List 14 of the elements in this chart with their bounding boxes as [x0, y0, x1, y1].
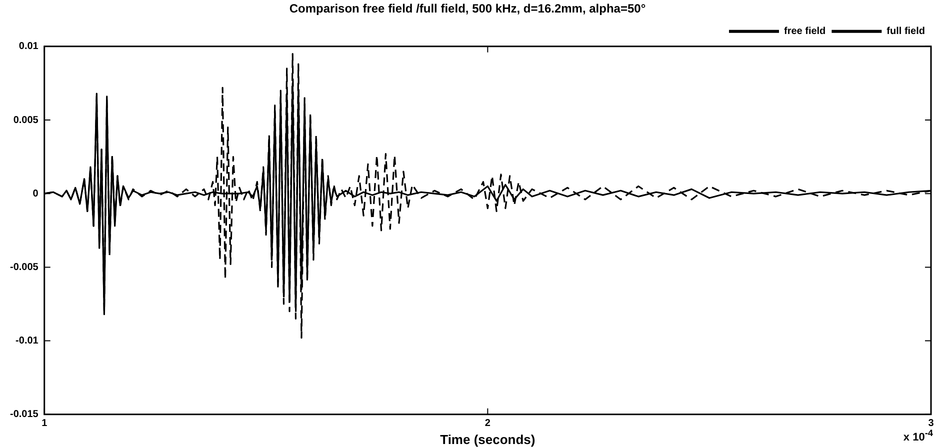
x-tick-label: 2 [484, 418, 491, 430]
chart-title: Comparison free field /full field, 500 kHz, d=16.2mm, alpha=50° [289, 2, 646, 16]
y-tick-label: 0.005 [13, 114, 39, 126]
y-tick-label: 0 [32, 188, 39, 200]
x-tick-label: 3 [928, 418, 934, 430]
legend-label: free field [784, 26, 826, 38]
x-tick-label: 1 [42, 418, 48, 430]
y-tick-label: 0.01 [18, 41, 39, 52]
legend-label: full field [886, 26, 926, 38]
y-tick-label: -0.015 [10, 409, 39, 420]
text: x 10$^{-4}$ [903, 428, 933, 444]
y-tick-label: -0.005 [10, 262, 39, 273]
y-tick-label: -0.01 [16, 336, 39, 347]
x-axis-title: Time (seconds) [440, 432, 536, 447]
